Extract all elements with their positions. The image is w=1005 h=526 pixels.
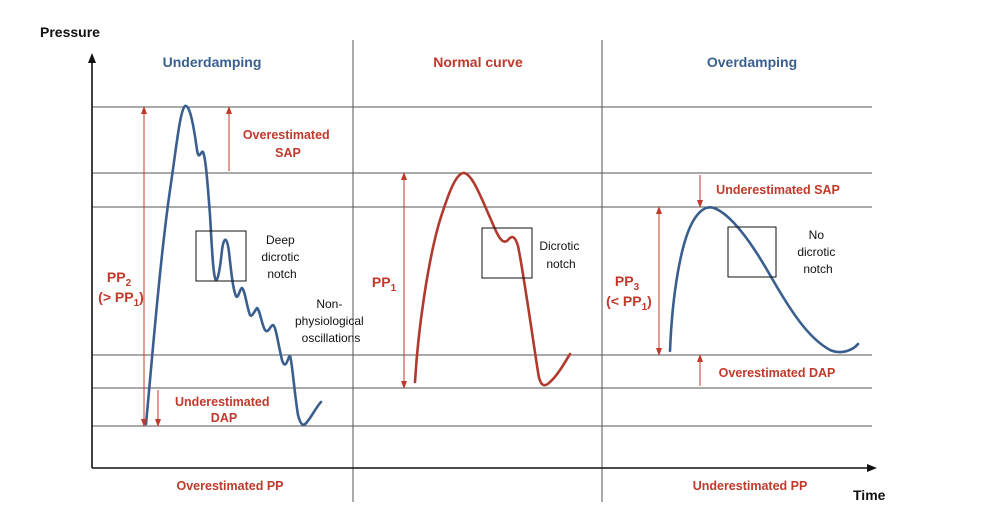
label-non-physiological-oscillations: Non- physiological oscillations bbox=[295, 297, 367, 345]
label-underestimated-sap: Underestimated SAP bbox=[716, 183, 840, 197]
label-overestimated-dap: Overestimated DAP bbox=[719, 366, 836, 380]
curve-underdamping bbox=[144, 104, 323, 427]
label-underestimated-pp: Underestimated PP bbox=[693, 479, 808, 493]
label-deep-dicrotic-notch: Deep dicrotic notch bbox=[261, 233, 302, 281]
label-overestimated-pp: Overestimated PP bbox=[177, 479, 284, 493]
box-dicrotic-notch bbox=[481, 227, 533, 279]
panel-underdamping: Underdamping Deep dicrotic notch Non- ph… bbox=[98, 54, 367, 493]
label-underestimated-dap: Underestimated DAP bbox=[175, 395, 273, 425]
panel-title-underdamping: Underdamping bbox=[163, 54, 262, 70]
x-axis-label: Time bbox=[853, 487, 886, 503]
label-pp2: PP2 (> PP1) bbox=[98, 269, 144, 309]
panel-normal: Normal curve Dicrotic notch PP1 bbox=[372, 54, 582, 389]
y-axis-label: Pressure bbox=[40, 24, 100, 40]
label-no-dicrotic-notch: No dicrotic notch bbox=[797, 228, 838, 276]
curve-normal bbox=[413, 171, 572, 387]
label-dicrotic-notch: Dicrotic notch bbox=[539, 239, 582, 271]
panel-overdamping: Overdamping No dicrotic notch Underestim… bbox=[606, 54, 860, 493]
label-overestimated-sap: Overestimated SAP bbox=[243, 128, 333, 160]
curve-overdamping bbox=[668, 206, 860, 354]
reference-lines bbox=[92, 106, 872, 427]
panel-title-normal: Normal curve bbox=[433, 54, 523, 70]
box-no-dicrotic-notch bbox=[727, 226, 777, 278]
panel-title-overdamping: Overdamping bbox=[707, 54, 797, 70]
label-pp1: PP1 bbox=[372, 274, 397, 294]
box-deep-dicrotic-notch bbox=[195, 230, 247, 282]
label-pp3: PP3 (< PP1) bbox=[606, 273, 652, 313]
